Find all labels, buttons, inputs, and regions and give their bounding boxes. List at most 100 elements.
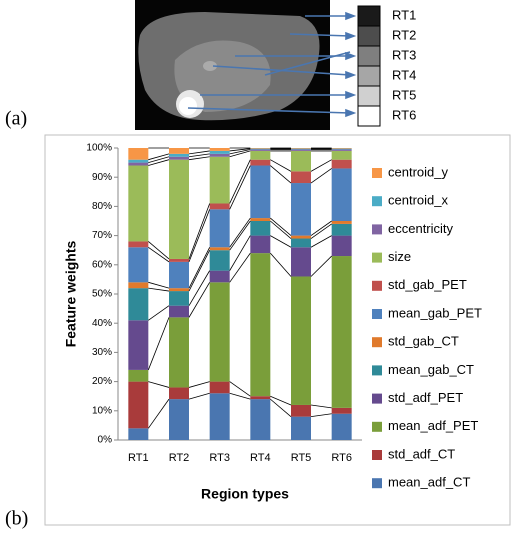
connector-line xyxy=(311,160,332,172)
x-tick-label: RT6 xyxy=(331,452,352,464)
y-tick-label: 20% xyxy=(92,376,112,387)
bar-segment xyxy=(332,148,352,149)
connector-line xyxy=(311,256,332,276)
connector-line xyxy=(311,221,332,236)
bar-segment xyxy=(128,163,148,166)
bar-segment xyxy=(128,382,148,429)
connector-line xyxy=(270,399,291,417)
bar-segment xyxy=(169,148,189,154)
y-tick-label: 50% xyxy=(92,289,112,300)
bar-segment xyxy=(210,157,230,204)
legend-swatch xyxy=(372,224,382,234)
bar-segment xyxy=(128,247,148,282)
bar-segment xyxy=(169,288,189,291)
connector-line xyxy=(189,250,210,291)
region-legend-label: RT6 xyxy=(392,107,416,122)
bar-segment xyxy=(332,414,352,440)
x-tick-label: RT3 xyxy=(209,452,230,464)
connector-line xyxy=(270,166,291,184)
bar-segment xyxy=(291,239,311,248)
bar-segment xyxy=(128,320,148,370)
legend-label: centroid_y xyxy=(388,164,448,179)
region-swatch xyxy=(358,106,380,126)
connector-line xyxy=(270,236,291,248)
figure: RT1RT2RT3RT4RT5RT6 (a) (b) Feature weigh… xyxy=(0,0,516,535)
y-tick-label: 70% xyxy=(92,230,112,241)
bar-segment xyxy=(291,149,311,150)
connector-line xyxy=(189,157,210,160)
bar-segment xyxy=(210,382,230,394)
y-axis-label: Feature weights xyxy=(63,241,79,348)
bar-segment xyxy=(291,247,311,276)
bar-segment xyxy=(291,171,311,183)
legend-label: centroid_x xyxy=(388,193,448,208)
legend-swatch xyxy=(372,168,382,178)
x-tick-label: RT1 xyxy=(128,452,149,464)
bar-segment xyxy=(128,288,148,320)
bar-segment xyxy=(169,399,189,440)
bar-segment xyxy=(169,157,189,160)
bar-segment xyxy=(250,160,270,166)
y-tick-label: 90% xyxy=(92,172,112,183)
connector-line xyxy=(148,288,169,291)
panel-label: (a) xyxy=(5,108,27,130)
bar-segment xyxy=(250,151,270,160)
connector-line xyxy=(311,168,332,183)
connector-line xyxy=(148,160,169,166)
connector-line xyxy=(148,282,169,288)
bar-segment xyxy=(250,148,270,149)
panel-label: (b) xyxy=(5,508,28,530)
bar-segment xyxy=(210,148,230,151)
bar-segment xyxy=(291,417,311,440)
connector-line xyxy=(230,236,251,271)
x-tick-label: RT5 xyxy=(291,452,312,464)
legend-swatch xyxy=(372,394,382,404)
region-rt6 xyxy=(179,97,197,115)
connector-line xyxy=(230,221,251,250)
legend-swatch xyxy=(372,281,382,291)
bar-segment xyxy=(169,160,189,259)
legend-label: eccentricity xyxy=(388,221,454,236)
region-legend-label: RT1 xyxy=(392,7,416,22)
bar-segment xyxy=(210,247,230,250)
bar-segment xyxy=(250,149,270,150)
bar-segment xyxy=(250,166,270,219)
bar-segment xyxy=(169,317,189,387)
legend-swatch xyxy=(372,337,382,347)
connector-line xyxy=(230,160,251,204)
region-legend-label: RT5 xyxy=(392,87,416,102)
connector-line xyxy=(189,382,210,388)
connector-line xyxy=(311,405,332,408)
y-tick-label: 40% xyxy=(92,318,112,329)
legend-label: mean_adf_CT xyxy=(388,475,470,490)
bar-segment xyxy=(169,154,189,157)
connector-line xyxy=(270,221,291,239)
legend-swatch xyxy=(372,422,382,432)
bar-segment xyxy=(291,236,311,239)
bar-segment xyxy=(210,393,230,440)
region-legend-label: RT2 xyxy=(392,27,416,42)
region-legend-label: RT3 xyxy=(392,47,416,62)
connector-line xyxy=(148,154,169,160)
bar-segment xyxy=(250,396,270,399)
region-swatch xyxy=(358,66,380,86)
bar-segment xyxy=(210,250,230,270)
y-tick-label: 80% xyxy=(92,201,112,212)
bar-segment xyxy=(291,405,311,417)
bar-segment xyxy=(332,151,352,160)
bar-segment xyxy=(128,166,148,242)
connector-line xyxy=(189,154,210,157)
bar-segment xyxy=(210,151,230,154)
bar-segment xyxy=(332,236,352,256)
legend-label: std_adf_CT xyxy=(388,446,455,461)
legend-label: mean_gab_PET xyxy=(388,305,482,320)
bar-segment xyxy=(291,183,311,236)
bar-segment xyxy=(128,148,148,160)
legend-swatch xyxy=(372,196,382,206)
bar-segment xyxy=(332,221,352,224)
y-tick-label: 60% xyxy=(92,259,112,270)
bar-segment xyxy=(332,149,352,150)
bar-segment xyxy=(128,160,148,163)
y-tick-label: 30% xyxy=(92,347,112,358)
connector-line xyxy=(230,218,251,247)
